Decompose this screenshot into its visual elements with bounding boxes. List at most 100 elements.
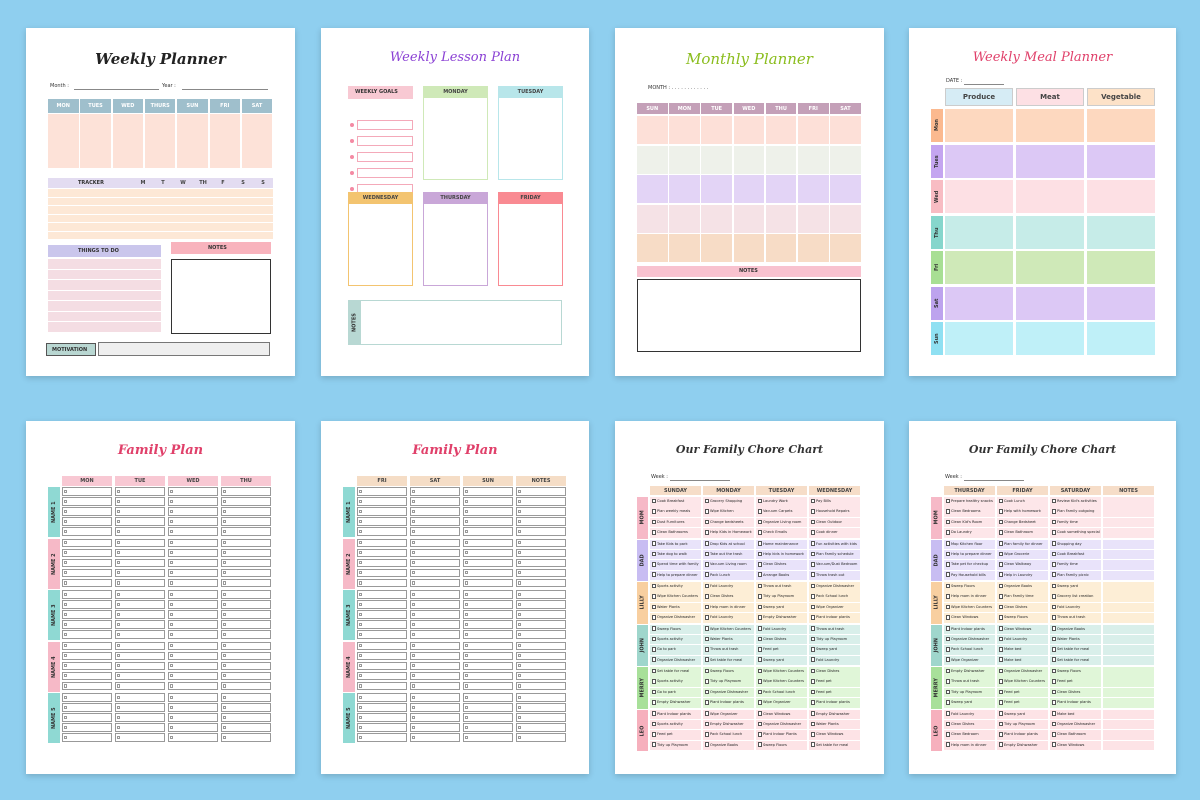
- family-plan-field[interactable]: [516, 693, 566, 702]
- family-plan-field[interactable]: [357, 590, 407, 599]
- chore-item[interactable]: Sweep Floors: [997, 613, 1048, 623]
- calendar-cell[interactable]: [798, 116, 829, 144]
- lesson-day-box[interactable]: [498, 86, 563, 180]
- family-plan-field[interactable]: [115, 713, 165, 722]
- chore-item[interactable]: Pack School lunch: [809, 592, 860, 602]
- calendar-cell[interactable]: [701, 234, 732, 262]
- family-plan-field[interactable]: [62, 548, 112, 558]
- family-plan-checkbox[interactable]: [518, 684, 522, 688]
- family-plan-field[interactable]: [463, 578, 513, 588]
- family-plan-checkbox[interactable]: [465, 684, 469, 688]
- year-line[interactable]: [182, 89, 268, 90]
- chore-item[interactable]: Organize Dishwasher: [650, 655, 701, 666]
- date-line[interactable]: [964, 84, 1004, 85]
- family-plan-checkbox[interactable]: [170, 602, 174, 606]
- family-plan-field[interactable]: [62, 527, 112, 536]
- family-plan-checkbox[interactable]: [170, 581, 174, 585]
- chore-item[interactable]: Feed pet: [756, 645, 807, 655]
- meal-cell[interactable]: [1016, 251, 1084, 284]
- family-plan-checkbox[interactable]: [223, 541, 227, 545]
- family-plan-checkbox[interactable]: [117, 581, 121, 585]
- chore-item[interactable]: Sweep yard: [756, 655, 807, 666]
- family-plan-checkbox[interactable]: [170, 725, 174, 729]
- family-plan-field[interactable]: [357, 487, 407, 496]
- chore-item[interactable]: Feed pet: [997, 698, 1048, 708]
- family-plan-field[interactable]: [516, 548, 566, 558]
- tracker-row[interactable]: [48, 223, 273, 231]
- family-plan-field[interactable]: [115, 693, 165, 702]
- chore-item[interactable]: Pack Lunch: [703, 570, 754, 581]
- chore-item[interactable]: Wipe Kitchen Counters: [997, 677, 1048, 687]
- family-plan-checkbox[interactable]: [412, 592, 416, 596]
- todo-row[interactable]: [48, 269, 161, 279]
- chore-item[interactable]: Plan Family picnic: [1050, 570, 1101, 581]
- chore-item[interactable]: Wipe Kitchen: [703, 507, 754, 517]
- chore-item[interactable]: Empty Dishwasher: [650, 698, 701, 708]
- family-plan-checkbox[interactable]: [518, 551, 522, 555]
- meal-cell[interactable]: [1087, 251, 1155, 284]
- family-plan-checkbox[interactable]: [64, 561, 68, 565]
- chore-item[interactable]: Wipe Organizer: [944, 655, 995, 666]
- family-plan-field[interactable]: [221, 548, 271, 558]
- family-plan-checkbox[interactable]: [64, 581, 68, 585]
- calendar-cell[interactable]: [765, 116, 797, 144]
- chore-item[interactable]: Clean Dishes: [809, 667, 860, 677]
- chore-item[interactable]: Laundry Work: [756, 497, 807, 507]
- family-plan-field[interactable]: [168, 487, 218, 496]
- chore-item[interactable]: Set table for meal: [809, 740, 860, 751]
- family-plan-field[interactable]: [168, 693, 218, 702]
- chore-item[interactable]: Clean Windows: [756, 709, 807, 719]
- family-plan-checkbox[interactable]: [518, 705, 522, 709]
- family-plan-checkbox[interactable]: [412, 622, 416, 626]
- meal-cell[interactable]: [1016, 180, 1084, 213]
- family-plan-field[interactable]: [357, 497, 407, 506]
- meal-cell[interactable]: [1087, 144, 1155, 178]
- todo-row[interactable]: [48, 322, 161, 332]
- family-plan-checkbox[interactable]: [359, 551, 363, 555]
- family-plan-field[interactable]: [221, 681, 271, 691]
- family-plan-checkbox[interactable]: [64, 632, 68, 637]
- week-line[interactable]: [964, 480, 1024, 481]
- calendar-cell[interactable]: [701, 175, 732, 203]
- calendar-cell[interactable]: [830, 116, 861, 144]
- chore-item[interactable]: Make bed: [1050, 709, 1101, 719]
- chore-item[interactable]: Fold Laundry: [1050, 602, 1101, 613]
- family-plan-checkbox[interactable]: [223, 561, 227, 565]
- chore-item[interactable]: Sweep Floors: [944, 582, 995, 592]
- calendar-cell[interactable]: [830, 145, 861, 174]
- family-plan-field[interactable]: [221, 620, 271, 629]
- chore-item[interactable]: Water Plants: [703, 634, 754, 645]
- family-plan-field[interactable]: [168, 641, 218, 650]
- family-plan-checkbox[interactable]: [223, 519, 227, 523]
- family-plan-checkbox[interactable]: [359, 664, 363, 668]
- chore-item[interactable]: Plant Indoor plants: [1050, 698, 1101, 708]
- chore-item[interactable]: Plant Indoor plants: [703, 698, 754, 708]
- chore-item[interactable]: Organize Dishwasher: [944, 634, 995, 645]
- family-plan-field[interactable]: [115, 671, 165, 681]
- lesson-day-box[interactable]: [348, 192, 413, 286]
- family-plan-checkbox[interactable]: [518, 725, 522, 729]
- chore-item[interactable]: Throw trash out: [809, 570, 860, 581]
- todo-row[interactable]: [48, 290, 161, 300]
- family-plan-field[interactable]: [410, 733, 460, 742]
- family-plan-field[interactable]: [62, 517, 112, 526]
- family-plan-field[interactable]: [463, 651, 513, 661]
- family-plan-field[interactable]: [357, 610, 407, 619]
- family-plan-field[interactable]: [168, 527, 218, 536]
- family-plan-checkbox[interactable]: [117, 622, 121, 626]
- family-plan-field[interactable]: [463, 630, 513, 639]
- family-plan-checkbox[interactable]: [412, 644, 416, 648]
- chore-item[interactable]: Vacuum Carpets: [756, 507, 807, 517]
- family-plan-field[interactable]: [62, 723, 112, 732]
- family-plan-field[interactable]: [221, 600, 271, 609]
- chore-item[interactable]: Pack School lunch: [944, 645, 995, 655]
- family-plan-field[interactable]: [62, 600, 112, 609]
- family-plan-field[interactable]: [168, 590, 218, 599]
- family-plan-checkbox[interactable]: [465, 654, 469, 658]
- chore-item[interactable]: Fold Laundry: [997, 634, 1048, 645]
- chore-item[interactable]: Clean Bedroom: [944, 730, 995, 740]
- chore-item[interactable]: Feed pet: [809, 687, 860, 698]
- family-plan-checkbox[interactable]: [117, 664, 121, 668]
- calendar-cell[interactable]: [637, 116, 668, 144]
- family-plan-checkbox[interactable]: [223, 664, 227, 668]
